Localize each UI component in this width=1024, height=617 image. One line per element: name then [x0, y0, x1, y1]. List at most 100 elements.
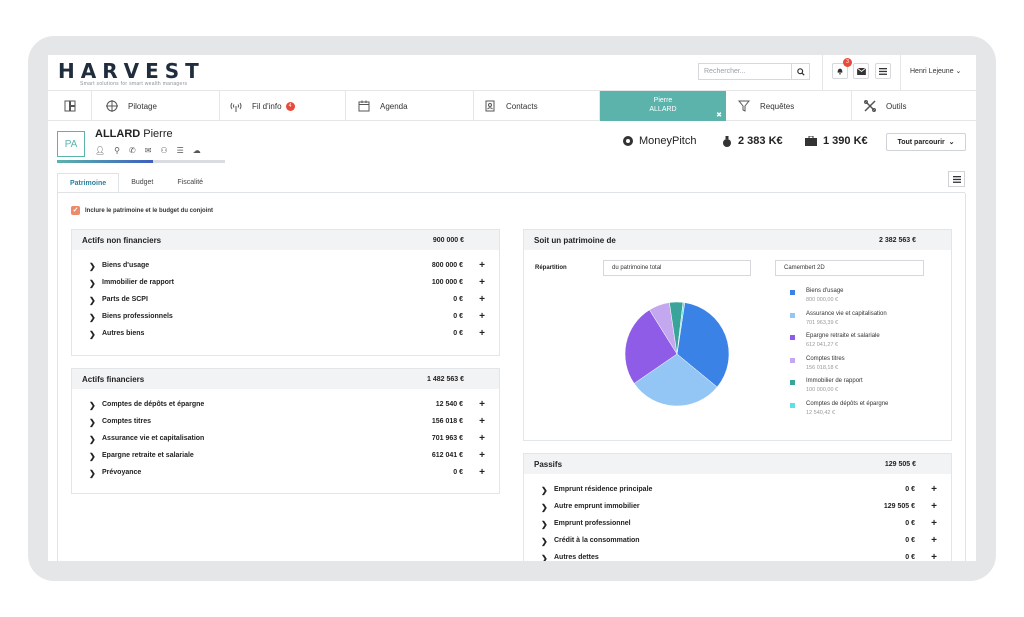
list-item[interactable]: ❯ Assurance vie et capitalisation 701 963 …	[72, 431, 499, 448]
row-label: Biens d'usage	[102, 262, 150, 269]
list-item[interactable]: ❯ Immobilier de rapport 100 000 € +	[72, 275, 499, 292]
chevron-right-icon[interactable]: ❯	[541, 486, 548, 495]
pie-slice[interactable]	[676, 302, 730, 388]
section-menu-button[interactable]	[948, 171, 965, 187]
nav-pilotage[interactable]: Pilotage	[92, 91, 220, 121]
repartition-select[interactable]: du patrimoine total	[603, 260, 751, 276]
nav-agenda[interactable]: Agenda	[346, 91, 474, 121]
plus-icon[interactable]: +	[479, 277, 485, 288]
chevron-right-icon[interactable]: ❯	[89, 262, 96, 271]
moneypitch-link[interactable]: MoneyPitch	[623, 135, 696, 147]
include-spouse-checkbox[interactable]: ✓ Inclure le patrimoine et le budget du …	[71, 206, 213, 215]
chevron-right-icon[interactable]: ❯	[89, 469, 96, 478]
tab-fiscalite[interactable]: Fiscalité	[177, 179, 204, 186]
row-value: 0 €	[905, 520, 915, 527]
chevron-right-icon[interactable]: ❯	[89, 296, 96, 305]
plus-icon[interactable]: +	[479, 311, 485, 322]
row-value: 0 €	[905, 537, 915, 544]
list-item[interactable]: ❯ Autres biens 0 € +	[72, 326, 499, 343]
tab-patrimoine[interactable]: Patrimoine	[57, 173, 120, 193]
divider	[900, 55, 901, 91]
hamburger-icon	[952, 175, 961, 183]
legend-swatch	[790, 402, 795, 408]
cloud-icon[interactable]: ☁	[192, 146, 201, 155]
client-actions: 👤︎ ⚲ ✆ ✉ ⚇ ☰ ☁	[95, 146, 201, 155]
plus-icon[interactable]: +	[479, 260, 485, 271]
panel-title: Actifs non financiers	[82, 235, 162, 245]
chevron-right-icon[interactable]: ❯	[541, 503, 548, 512]
nav-requetes[interactable]: Requêtes	[726, 91, 852, 121]
plus-icon[interactable]: +	[931, 535, 937, 546]
plus-icon[interactable]: +	[479, 450, 485, 461]
chart-type-select[interactable]: Camembert 2D	[775, 260, 924, 276]
pie-slice[interactable]	[633, 353, 718, 407]
nav-outils[interactable]: Outils	[852, 91, 976, 121]
panel-header: Passifs 129 505 €	[524, 454, 951, 474]
tab-budget[interactable]: Budget	[131, 179, 154, 186]
phone-icon[interactable]: ✆	[129, 146, 136, 155]
plus-icon[interactable]: +	[931, 552, 937, 561]
logo[interactable]: HARVEST	[58, 59, 205, 83]
chevron-right-icon[interactable]: ❯	[541, 554, 548, 561]
close-icon[interactable]: ✖	[716, 112, 722, 119]
nav-contacts[interactable]: Contacts	[474, 91, 600, 121]
panel-header: Soit un patrimoine de 2 382 563 €	[524, 230, 951, 250]
chevron-right-icon[interactable]: ❯	[89, 401, 96, 410]
chevron-right-icon[interactable]: ❯	[89, 330, 96, 339]
location-icon[interactable]: ⚲	[114, 146, 121, 155]
notifications-button[interactable]	[832, 63, 848, 79]
chevron-right-icon[interactable]: ❯	[89, 313, 96, 322]
search-input[interactable]: Rechercher...	[698, 63, 792, 80]
menu-button[interactable]	[875, 63, 891, 79]
list-item[interactable]: ❯ Comptes titres 156 018 € +	[72, 414, 499, 431]
user-name: Henri Lejeune	[910, 68, 954, 75]
mail-button[interactable]	[853, 63, 869, 79]
repartition-label: Répartition	[535, 265, 567, 271]
list-item[interactable]: ❯ Comptes de dépôts et épargne 12 540 € +	[72, 397, 499, 414]
list-item[interactable]: ❯ Biens d'usage 800 000 € +	[72, 258, 499, 275]
user-menu[interactable]: Henri Lejeune ⌄	[910, 67, 961, 75]
home-tab[interactable]	[48, 91, 92, 121]
chevron-right-icon[interactable]: ❯	[89, 435, 96, 444]
patrimoine-panel: Soit un patrimoine de 2 382 563 €	[523, 229, 952, 441]
plus-icon[interactable]: +	[931, 518, 937, 529]
pie-slice[interactable]	[624, 309, 678, 384]
browse-dropdown[interactable]: Tout parcourir ⌄	[886, 133, 966, 151]
plus-icon[interactable]: +	[931, 501, 937, 512]
chevron-right-icon[interactable]: ❯	[541, 537, 548, 546]
list-item[interactable]: ❯ Emprunt résidence principale 0 € +	[524, 482, 951, 499]
checkbox-checked[interactable]: ✓	[71, 206, 80, 215]
plus-icon[interactable]: +	[479, 467, 485, 478]
plus-icon[interactable]: +	[479, 294, 485, 305]
plus-icon[interactable]: +	[931, 484, 937, 495]
active-client-tab[interactable]: Pierre ALLARD ✖	[600, 91, 726, 121]
plus-icon[interactable]: +	[479, 328, 485, 339]
chevron-right-icon[interactable]: ❯	[541, 520, 548, 529]
chevron-right-icon[interactable]: ❯	[89, 452, 96, 461]
person-icon[interactable]: 👤︎	[95, 146, 106, 155]
row-label: Epargne retraite et salariale	[102, 452, 194, 459]
list-item[interactable]: ❯ Biens professionnels 0 € +	[72, 309, 499, 326]
pie-slice[interactable]	[676, 302, 686, 355]
list-icon[interactable]: ☰	[176, 146, 184, 155]
chevron-right-icon[interactable]: ❯	[89, 418, 96, 427]
list-item[interactable]: ❯ Prévoyance 0 € +	[72, 465, 499, 482]
actifs-financiers-panel: Actifs financiers 1 482 563 € ❯ Comptes d…	[71, 368, 500, 494]
plus-icon[interactable]: +	[479, 399, 485, 410]
list-item[interactable]: ❯ Autre emprunt immobilier 129 505 € +	[524, 499, 951, 516]
row-label: Crédit à la consommation	[554, 537, 640, 544]
profile-progress-bar	[57, 160, 225, 163]
family-icon[interactable]: ⚇	[160, 146, 168, 155]
list-item[interactable]: ❯ Parts de SCPI 0 € +	[72, 292, 499, 309]
email-icon[interactable]: ✉	[144, 146, 152, 155]
plus-icon[interactable]: +	[479, 416, 485, 427]
plus-icon[interactable]: +	[479, 433, 485, 444]
list-item[interactable]: ❯ Epargne retraite et salariale 612 041 € +	[72, 448, 499, 465]
panel-header: Actifs financiers 1 482 563 €	[72, 369, 499, 389]
list-item[interactable]: ❯ Emprunt professionnel 0 € +	[524, 516, 951, 533]
nav-fil-info[interactable]: Fil d'info 4	[220, 91, 346, 121]
search-button[interactable]	[792, 63, 810, 80]
chevron-right-icon[interactable]: ❯	[89, 279, 96, 288]
list-item[interactable]: ❯ Crédit à la consommation 0 € +	[524, 533, 951, 550]
list-item[interactable]: ❯ Autres dettes 0 € +	[524, 550, 951, 561]
